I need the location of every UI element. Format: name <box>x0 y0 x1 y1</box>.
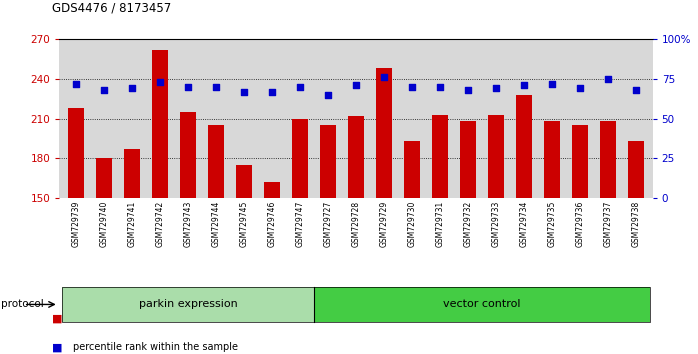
Bar <box>572 125 588 198</box>
Point <box>98 87 110 93</box>
Point <box>378 74 389 80</box>
Text: count: count <box>73 314 101 324</box>
Bar <box>544 121 560 198</box>
Bar <box>96 159 112 198</box>
Point <box>350 82 362 88</box>
Text: parkin expression: parkin expression <box>139 299 237 309</box>
Text: ■: ■ <box>52 342 63 352</box>
Bar <box>237 165 252 198</box>
Bar <box>152 50 168 198</box>
Bar <box>460 121 475 198</box>
Text: GDS4476 / 8173457: GDS4476 / 8173457 <box>52 1 172 14</box>
Bar <box>124 149 140 198</box>
Bar <box>432 115 447 198</box>
Bar <box>628 141 644 198</box>
Bar <box>348 116 364 198</box>
Point <box>126 86 138 91</box>
Point <box>406 84 417 90</box>
Point <box>239 89 250 95</box>
Text: vector control: vector control <box>443 299 521 309</box>
Text: ■: ■ <box>52 314 63 324</box>
Point <box>547 81 558 86</box>
Bar <box>68 108 84 198</box>
Bar <box>320 125 336 198</box>
Point <box>434 84 445 90</box>
Text: protocol: protocol <box>1 299 44 309</box>
Point <box>490 86 501 91</box>
Point <box>462 87 473 93</box>
Text: percentile rank within the sample: percentile rank within the sample <box>73 342 238 352</box>
Bar <box>404 141 419 198</box>
Point <box>322 92 334 98</box>
Bar <box>488 115 503 198</box>
Point <box>574 86 586 91</box>
Point <box>602 76 614 82</box>
Bar <box>292 119 308 198</box>
Bar <box>600 121 616 198</box>
Bar <box>180 112 195 198</box>
Point <box>154 79 165 85</box>
Bar <box>517 95 532 198</box>
Bar <box>376 68 392 198</box>
Point <box>70 81 82 86</box>
Bar <box>265 182 280 198</box>
Point <box>295 84 306 90</box>
Point <box>519 82 530 88</box>
Point <box>182 84 193 90</box>
Point <box>211 84 222 90</box>
Point <box>267 89 278 95</box>
Bar <box>209 125 224 198</box>
Point <box>630 87 641 93</box>
